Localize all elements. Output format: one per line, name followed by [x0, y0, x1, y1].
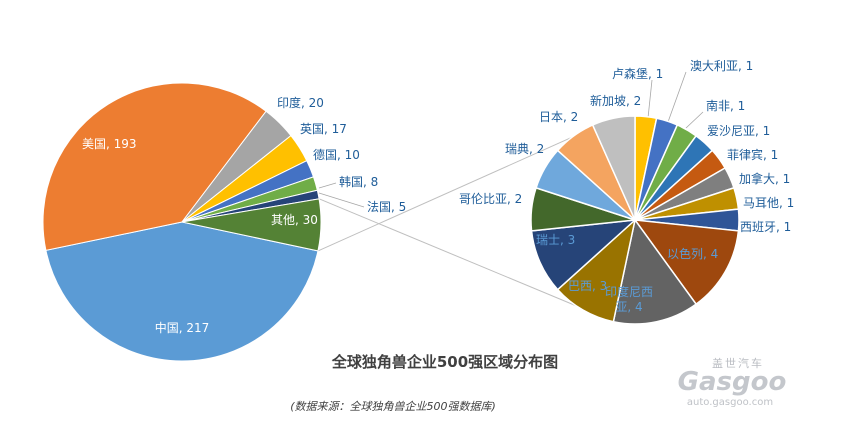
secondary-slice-9 [612, 218, 698, 325]
leader-line-1 [667, 71, 687, 123]
secondary-slice-label-5: 加拿大, 1 [739, 171, 790, 186]
secondary-pie [530, 115, 740, 325]
main-slice-7 [181, 198, 322, 252]
data-source-note: (数据来源：全球独角兽企业500强数据库) [290, 400, 496, 413]
secondary-slice-label-13: 瑞典, 2 [505, 142, 544, 156]
secondary-slice-label-line: 亚, 4 [615, 300, 642, 314]
main-pie [42, 82, 322, 362]
main-slice-0 [45, 221, 319, 362]
secondary-pie-labels: 卢森堡, 1 澳大利亚, 1 南非, 1 爱沙尼亚, 1 菲律宾, 1 加拿大, 1 马耳他… [459, 59, 794, 314]
secondary-slice-label-7: 西班牙, 1 [740, 220, 791, 234]
main-leader-line-0 [318, 182, 337, 189]
secondary-slice-label-0: 卢森堡, 1 [612, 66, 663, 81]
secondary-slice-15 [591, 115, 636, 221]
chart-title: 全球独角兽企业500强区域分布图 [331, 353, 558, 371]
secondary-slice-label-11: 瑞士, 3 [536, 233, 575, 247]
main-slice-label-5: 韩国, 8 [339, 174, 378, 189]
secondary-slice-label-12: 哥伦比亚, 2 [459, 191, 522, 206]
secondary-slice-label-6: 马耳他, 1 [743, 196, 794, 210]
main-pie-labels: 中国, 217 美国, 193 印度, 20 英国, 17 德国, 10 韩国, 8 法国,… [82, 95, 406, 335]
watermark-brand-cn: 盖世汽车 [712, 356, 764, 370]
connector-line-top [317, 117, 616, 252]
watermark-url: auto.gasgoo.com [687, 397, 773, 408]
main-slice-label-1: 美国, 193 [82, 137, 137, 151]
secondary-slice-8 [633, 219, 740, 306]
secondary-slice-label-2: 南非, 1 [706, 98, 745, 113]
main-slice-label-7: 其他, 30 [271, 213, 318, 227]
leader-line-0 [647, 79, 653, 119]
watermark-logo: Gasgoo [678, 367, 787, 397]
main-slice-label-6: 法国, 5 [367, 200, 406, 214]
secondary-slice-label-8: 以色列, 4 [667, 247, 718, 261]
gasgoo-watermark: 盖世汽车 Gasgoo auto.gasgoo.com [678, 356, 787, 408]
main-leader-line-1 [318, 192, 365, 208]
secondary-slice-label-14: 日本, 2 [539, 110, 578, 124]
main-slice-label-0: 中国, 217 [155, 320, 210, 335]
main-slice-label-3: 英国, 17 [300, 122, 347, 136]
main-slice-label-4: 德国, 10 [313, 147, 360, 162]
secondary-slice-label-1: 澳大利亚, 1 [690, 59, 753, 73]
secondary-slice-label-3: 爱沙尼亚, 1 [707, 124, 770, 138]
main-slice-label-2: 印度, 20 [277, 95, 324, 110]
secondary-slice-label-9: 印度尼西亚, 4 [605, 284, 653, 314]
main-slice-1 [42, 82, 267, 251]
connector-line-bottom [318, 198, 616, 323]
leader-line-2 [685, 111, 704, 129]
secondary-slice-label-15: 新加坡, 2 [590, 93, 641, 108]
secondary-slice-label-line: 印度尼西 [605, 284, 653, 299]
secondary-slice-label-10: 巴西, 3 [568, 279, 607, 293]
secondary-slice-label-4: 菲律宾, 1 [727, 147, 778, 162]
pie-connector-lines [317, 71, 704, 323]
